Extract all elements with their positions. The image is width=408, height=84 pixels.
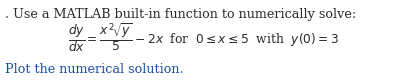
Text: . Use a MATLAB built-in function to numerically solve:: . Use a MATLAB built-in function to nume…	[5, 8, 356, 21]
Text: $\dfrac{dy}{dx} = \dfrac{x^{\,2}\!\sqrt{y}}{5} - 2x\;$ for  $0 \leq x \leq 5$  w: $\dfrac{dy}{dx} = \dfrac{x^{\,2}\!\sqrt{…	[69, 22, 339, 54]
Text: Plot the numerical solution.: Plot the numerical solution.	[5, 63, 184, 76]
